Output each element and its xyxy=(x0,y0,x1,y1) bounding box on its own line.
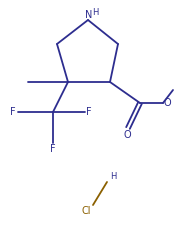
Text: F: F xyxy=(10,107,16,117)
Text: O: O xyxy=(123,130,131,140)
Text: H: H xyxy=(110,172,116,181)
Text: N: N xyxy=(85,10,93,20)
Text: O: O xyxy=(164,98,172,108)
Text: H: H xyxy=(92,8,98,17)
Text: F: F xyxy=(50,144,56,154)
Text: Cl: Cl xyxy=(81,206,91,216)
Text: F: F xyxy=(86,107,92,117)
